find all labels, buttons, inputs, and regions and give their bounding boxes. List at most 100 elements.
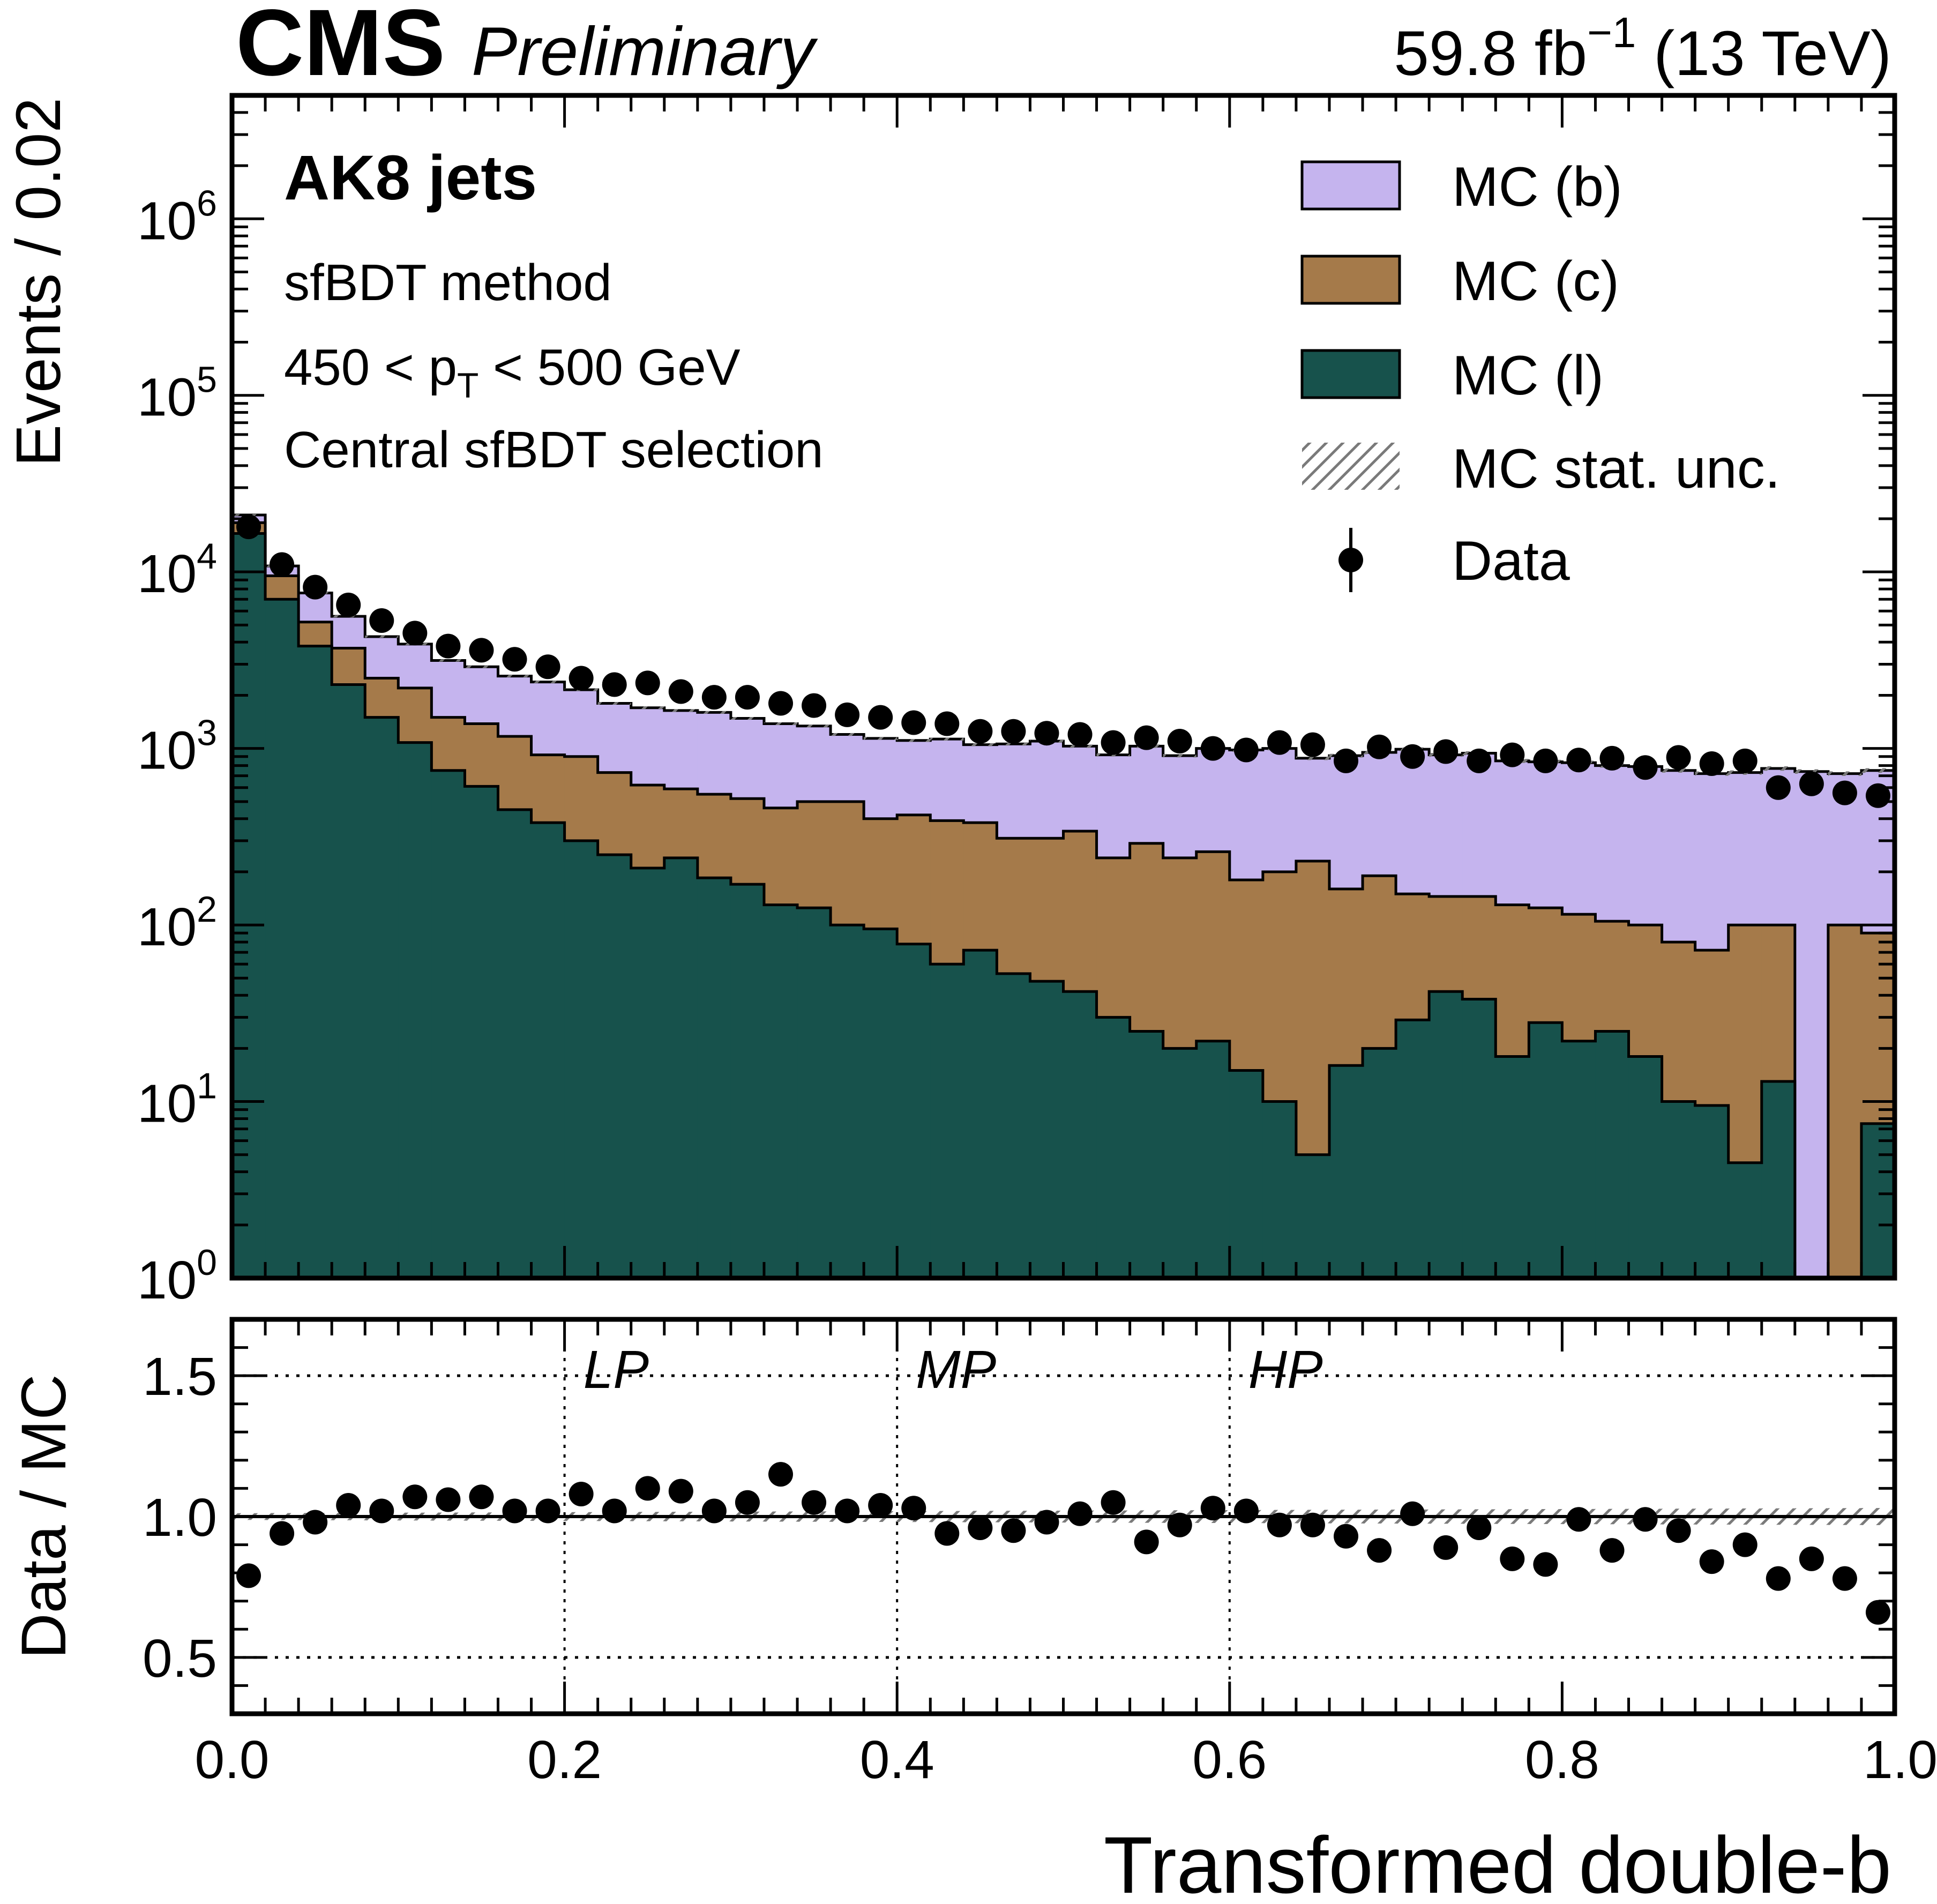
- top-y-tick-label: 103: [137, 713, 217, 781]
- legend-label-mc-b: MC (b): [1452, 156, 1622, 218]
- legend-swatch-mc-c: [1300, 255, 1401, 305]
- mc-l-bin: [265, 599, 299, 1278]
- mc-l-bin: [597, 854, 632, 1278]
- ratio-point: [1467, 1515, 1492, 1541]
- data-point: [402, 621, 428, 646]
- top-y-axis-label: Events / 0.02: [3, 98, 74, 467]
- mc-l-bin: [465, 786, 499, 1278]
- mc-stat-unc-bin: [797, 725, 831, 728]
- working-point-label: LP: [584, 1340, 649, 1400]
- preliminary-label: Preliminary: [472, 13, 818, 90]
- legend: MC (b) MC (c) MC (l) MC stat. unc. Data: [1300, 156, 1781, 592]
- mc-l-bin: [298, 646, 332, 1278]
- mc-l-bin: [997, 973, 1031, 1278]
- ratio-point: [1001, 1518, 1026, 1543]
- x-tick-label: 0.8: [1525, 1730, 1599, 1790]
- data-point: [502, 647, 527, 672]
- data-point: [1666, 745, 1691, 770]
- data-point: [735, 685, 760, 710]
- ratio-y-tick-label: 1.0: [143, 1488, 217, 1548]
- mc-stat-unc-bin: [465, 666, 498, 668]
- ratio-point: [635, 1476, 660, 1501]
- mc-l-bin: [1595, 1031, 1629, 1278]
- x-tick-label: 1.0: [1863, 1730, 1937, 1790]
- ratio-panel-ticks: [230, 1319, 1896, 1714]
- mc-l-outline: [232, 532, 1895, 1278]
- top-y-tick-label: 102: [137, 889, 217, 957]
- mc-stat-unc-bin: [864, 737, 898, 740]
- data-point: [768, 691, 793, 716]
- ratio-unc-bin: [1895, 1508, 1928, 1525]
- mc-l-bin: [232, 533, 266, 1278]
- legend-swatch-mc-stat-unc: [1302, 443, 1400, 490]
- ratio-point: [835, 1498, 860, 1524]
- data-point: [1699, 751, 1724, 776]
- data-point: [569, 666, 594, 691]
- working-point-labels: LP MP HP: [584, 1340, 1323, 1400]
- data-point: [236, 514, 261, 540]
- data-point: [1766, 775, 1791, 800]
- ratio-point: [402, 1484, 428, 1510]
- data-point: [1400, 744, 1425, 769]
- data-point: [1799, 771, 1824, 796]
- ratio-point: [303, 1510, 328, 1535]
- ratio-panel-frame: [229, 1317, 1897, 1716]
- ratio-point: [270, 1521, 295, 1546]
- mc-stat-unc-bin: [1828, 771, 1861, 776]
- mc-c-outline: [232, 521, 1895, 1278]
- mc-stat-unc-bin: [1296, 756, 1329, 760]
- cms-label: CMS: [236, 0, 445, 95]
- ratio-point: [802, 1490, 827, 1515]
- ratio-point: [1167, 1512, 1192, 1537]
- ratio-point: [1633, 1507, 1658, 1532]
- selection-label: Central sfBDT selection: [284, 421, 824, 479]
- top-panel-frame: [229, 93, 1897, 1281]
- data-point: [369, 608, 394, 633]
- data-point: [1167, 729, 1192, 754]
- ratio-y-axis-label: Data / MC: [9, 1374, 79, 1659]
- mc-stat-unc-bin: [1861, 768, 1895, 773]
- data-point: [635, 670, 660, 696]
- ratio-point: [369, 1498, 394, 1524]
- top-y-tick-label: 101: [137, 1066, 217, 1134]
- mc-l-bin: [1296, 1154, 1330, 1278]
- mc-stat-unc-bin: [1163, 753, 1196, 758]
- mc-stat-unc-bin: [1895, 773, 1928, 778]
- mc-l-bin: [831, 925, 864, 1278]
- mc-l-bin: [631, 868, 665, 1278]
- ratio-point: [1566, 1507, 1591, 1532]
- mc-l-bin: [1529, 1022, 1562, 1278]
- ratio-unc-bin: [1928, 1508, 1937, 1526]
- mc-l-bin: [498, 809, 532, 1278]
- mc-l-bin: [963, 950, 997, 1278]
- data-point: [1367, 734, 1392, 759]
- mc-l-bin: [697, 878, 731, 1278]
- ratio-point: [602, 1498, 627, 1524]
- data-point: [270, 552, 295, 577]
- x-axis-label: Transformed double-b: [1104, 1820, 1891, 1904]
- data-point: [1067, 722, 1093, 747]
- data-point: [1566, 748, 1591, 773]
- mc-l-bin: [1262, 1101, 1297, 1278]
- mc-stat-unc-bin: [531, 681, 565, 683]
- ratio-point: [236, 1563, 261, 1588]
- ratio-point: [735, 1490, 760, 1515]
- ratio-plot: [232, 1319, 1937, 1714]
- x-tick-labels: 0.0 0.2 0.4 0.6 0.8 1.0: [195, 1730, 1937, 1790]
- data-point: [934, 711, 960, 736]
- ratio-point: [1034, 1510, 1059, 1535]
- ratio-point: [868, 1492, 893, 1518]
- ratio-point: [1832, 1566, 1857, 1591]
- mc-l-bin: [1728, 1162, 1762, 1278]
- legend-swatch-mc-b: [1300, 160, 1401, 211]
- ratio-point: [1067, 1501, 1093, 1526]
- data-point: [802, 693, 827, 718]
- data-point: [668, 679, 693, 704]
- mc-l-bin: [564, 840, 599, 1278]
- ratio-point: [1267, 1512, 1292, 1537]
- mc-l-bin: [1196, 1041, 1230, 1278]
- ratio-point: [1666, 1518, 1691, 1543]
- data-point: [901, 710, 926, 735]
- top-y-tick-label: 104: [137, 536, 217, 604]
- mc-stat-unc-bin: [597, 702, 631, 705]
